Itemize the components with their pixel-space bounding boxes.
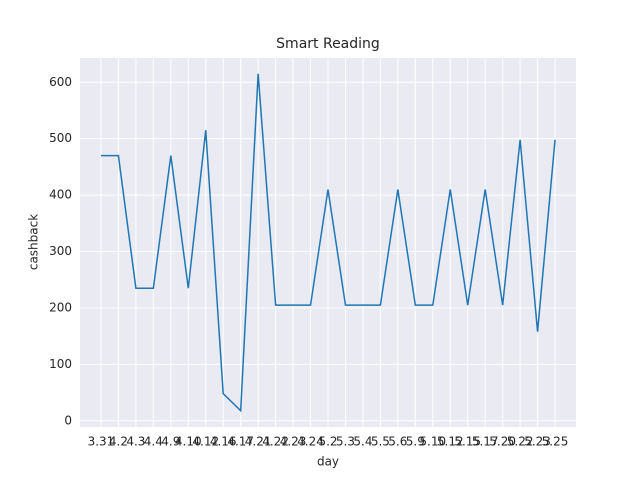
x-tick-label: 4.12 bbox=[192, 435, 219, 449]
x-tick-label: 5.6 bbox=[388, 435, 407, 449]
x-tick-label: 5.2 bbox=[318, 435, 337, 449]
y-tick-label: 200 bbox=[49, 300, 72, 314]
x-tick-label: 3.31 bbox=[88, 435, 115, 449]
x-tick-label: 5.3 bbox=[336, 435, 355, 449]
y-tick-label: 600 bbox=[49, 75, 72, 89]
x-tick-label: 5.4 bbox=[353, 435, 372, 449]
x-tick-label: 4.4 bbox=[144, 435, 163, 449]
x-tick-label: 4.2 bbox=[109, 435, 128, 449]
y-tick-label: 100 bbox=[49, 357, 72, 371]
chart-title: Smart Reading bbox=[276, 36, 380, 52]
x-tick-label: 5.10 bbox=[419, 435, 446, 449]
y-tick-label: 400 bbox=[49, 188, 72, 202]
x-tick-label: 5.23 bbox=[524, 435, 551, 449]
x-tick-label: 5.17 bbox=[472, 435, 499, 449]
x-tick-label: 5.22 bbox=[507, 435, 534, 449]
x-tick-label: 4.10 bbox=[175, 435, 202, 449]
x-axis-label: day bbox=[317, 455, 339, 469]
y-tick-label: 500 bbox=[49, 131, 72, 145]
y-axis-label: cashback bbox=[27, 214, 41, 270]
x-tick-label: 4.23 bbox=[280, 435, 307, 449]
x-tick-label: 5.15 bbox=[454, 435, 481, 449]
x-tick-label: 5.9 bbox=[406, 435, 425, 449]
y-tick-label: 300 bbox=[49, 244, 72, 258]
x-tick-label: 4.16 bbox=[210, 435, 237, 449]
x-tick-label: 4.24 bbox=[297, 435, 324, 449]
y-tick-label: 0 bbox=[64, 413, 72, 427]
x-tick-label: 4.17 bbox=[227, 435, 254, 449]
x-tick-label: 4.21 bbox=[245, 435, 272, 449]
x-tick-label: 4.3 bbox=[126, 435, 145, 449]
x-tick-label: 5.20 bbox=[489, 435, 516, 449]
x-tick-label: 5.25 bbox=[542, 435, 569, 449]
x-tick-label: 5.12 bbox=[437, 435, 464, 449]
line-series bbox=[100, 73, 556, 413]
x-tick-label: 4.22 bbox=[262, 435, 289, 449]
x-tick-label: 4.9 bbox=[161, 435, 180, 449]
x-tick-label: 5.5 bbox=[371, 435, 390, 449]
